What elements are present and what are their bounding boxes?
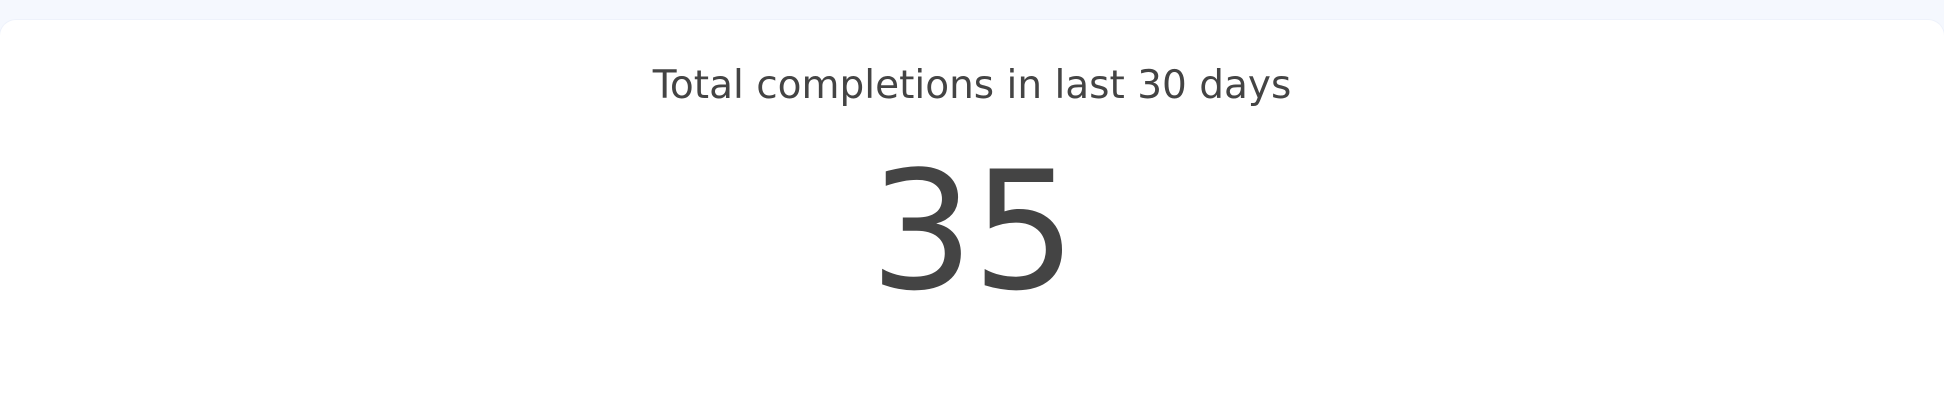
metric-value: 35: [869, 136, 1077, 327]
metric-card: Total completions in last 30 days 35: [0, 20, 1944, 420]
metric-title: Total completions in last 30 days: [652, 63, 1292, 108]
